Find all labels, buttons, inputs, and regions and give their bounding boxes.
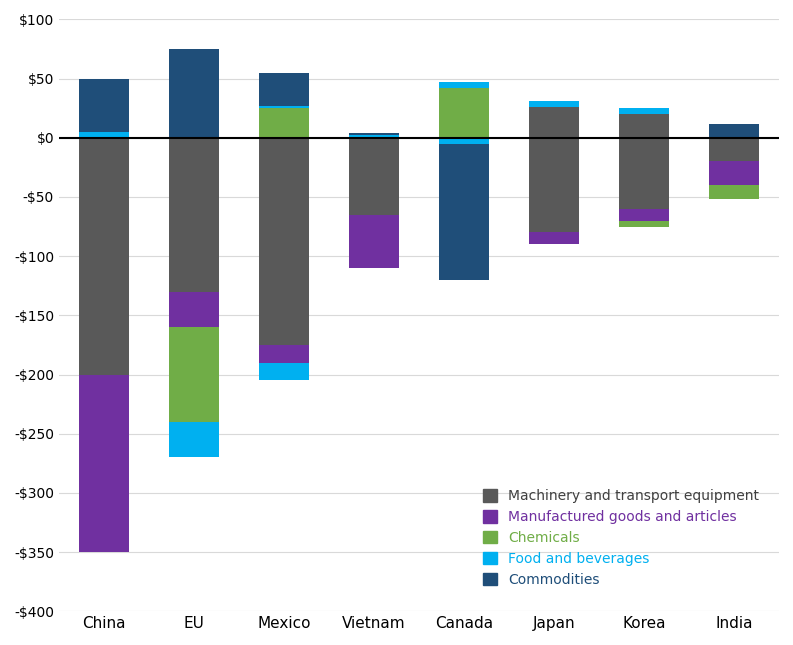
Bar: [619, 209, 668, 221]
Bar: [79, 138, 128, 375]
Bar: [619, 114, 668, 138]
Bar: [709, 138, 759, 161]
Bar: [169, 138, 219, 292]
Bar: [79, 79, 128, 132]
Bar: [169, 292, 219, 327]
Bar: [169, 49, 219, 138]
Bar: [709, 185, 759, 199]
Bar: [709, 124, 759, 138]
Bar: [529, 138, 579, 232]
Bar: [169, 422, 219, 457]
Bar: [619, 138, 668, 209]
Bar: [259, 108, 308, 138]
Bar: [259, 345, 308, 362]
Bar: [349, 215, 399, 268]
Bar: [439, 138, 488, 144]
Bar: [529, 107, 579, 138]
Bar: [619, 108, 668, 114]
Bar: [529, 232, 579, 244]
Bar: [349, 135, 399, 138]
Bar: [259, 362, 308, 381]
Bar: [259, 73, 308, 106]
Bar: [169, 327, 219, 422]
Bar: [439, 82, 488, 88]
Bar: [439, 88, 488, 138]
Bar: [259, 138, 308, 345]
Bar: [79, 375, 128, 552]
Bar: [529, 101, 579, 107]
Bar: [709, 161, 759, 185]
Bar: [439, 144, 488, 280]
Legend: Machinery and transport equipment, Manufactured goods and articles, Chemicals, F: Machinery and transport equipment, Manuf…: [478, 484, 765, 593]
Bar: [619, 221, 668, 226]
Bar: [259, 106, 308, 108]
Bar: [79, 132, 128, 138]
Bar: [349, 138, 399, 215]
Bar: [349, 133, 399, 135]
